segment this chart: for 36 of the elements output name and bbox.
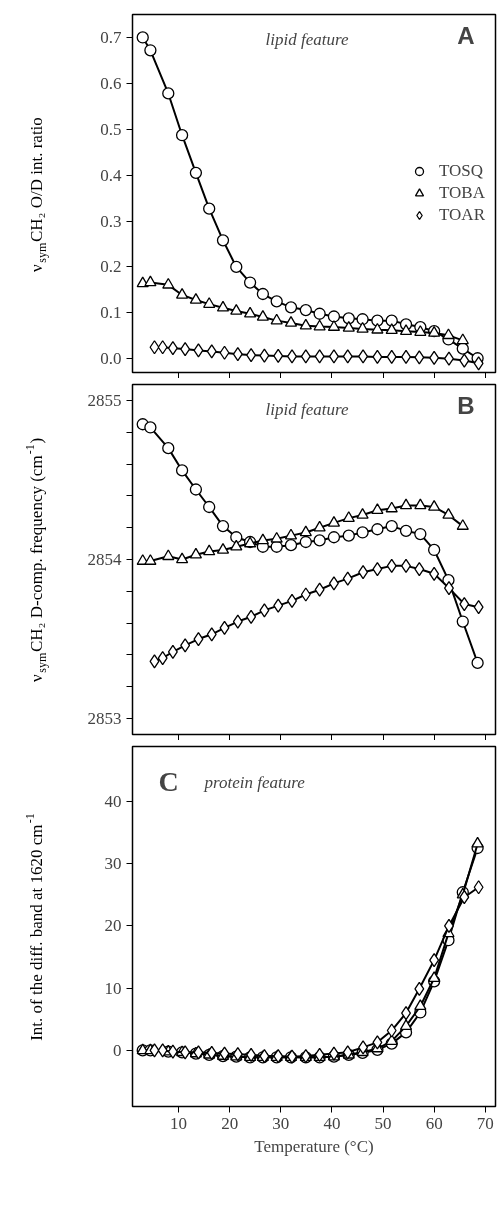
- y-tick-label: 30: [104, 854, 122, 874]
- y-tick-label: 2853: [87, 709, 122, 729]
- y-tick-label: 20: [104, 916, 122, 936]
- x-tick-label: 10: [170, 1113, 188, 1133]
- x-tick-label: 60: [425, 1113, 443, 1133]
- y-tick-label: 0.7: [100, 27, 122, 47]
- y-tick-label: 0.4: [100, 165, 122, 185]
- annotation: lipid feature: [265, 399, 349, 419]
- legend-label: TOAR: [439, 205, 485, 225]
- x-tick-label: 70: [476, 1113, 494, 1133]
- y-axis-title: Int. of the diff. band at 1620 cm-1: [22, 813, 46, 1041]
- y-tick-label: 0.3: [100, 211, 122, 231]
- annotation: A: [457, 21, 475, 49]
- y-tick-label: 0.0: [100, 349, 122, 369]
- x-tick-label: 50: [374, 1113, 392, 1133]
- y-tick-label: 0.5: [100, 119, 122, 139]
- y-tick-label: 2855: [87, 390, 122, 410]
- annotation: lipid feature: [265, 29, 349, 49]
- annotation: B: [457, 391, 475, 419]
- legend-label: TOSQ: [439, 161, 484, 181]
- y-tick-label: 40: [104, 791, 122, 811]
- y-axis-title: νsymCH₂ O/D int. ratio: [27, 117, 49, 273]
- y-tick-label: 0.6: [100, 73, 122, 93]
- legend-label: TOBA: [439, 183, 485, 203]
- annotation: C: [158, 765, 179, 797]
- x-tick-label: 30: [272, 1113, 290, 1133]
- x-tick-label: 20: [221, 1113, 239, 1133]
- x-tick-label: 40: [323, 1113, 341, 1133]
- y-tick-label: 0.2: [100, 257, 122, 277]
- y-tick-label: 0: [113, 1040, 122, 1060]
- y-tick-label: 10: [104, 978, 122, 998]
- x-axis-title: Temperature (°C): [254, 1136, 374, 1156]
- y-axis-title: νsymCH₂ D-comp. frequency (cm-1): [22, 437, 49, 683]
- y-tick-label: 0.1: [100, 303, 122, 323]
- y-tick-label: 2854: [87, 550, 122, 569]
- annotation: protein feature: [203, 772, 306, 792]
